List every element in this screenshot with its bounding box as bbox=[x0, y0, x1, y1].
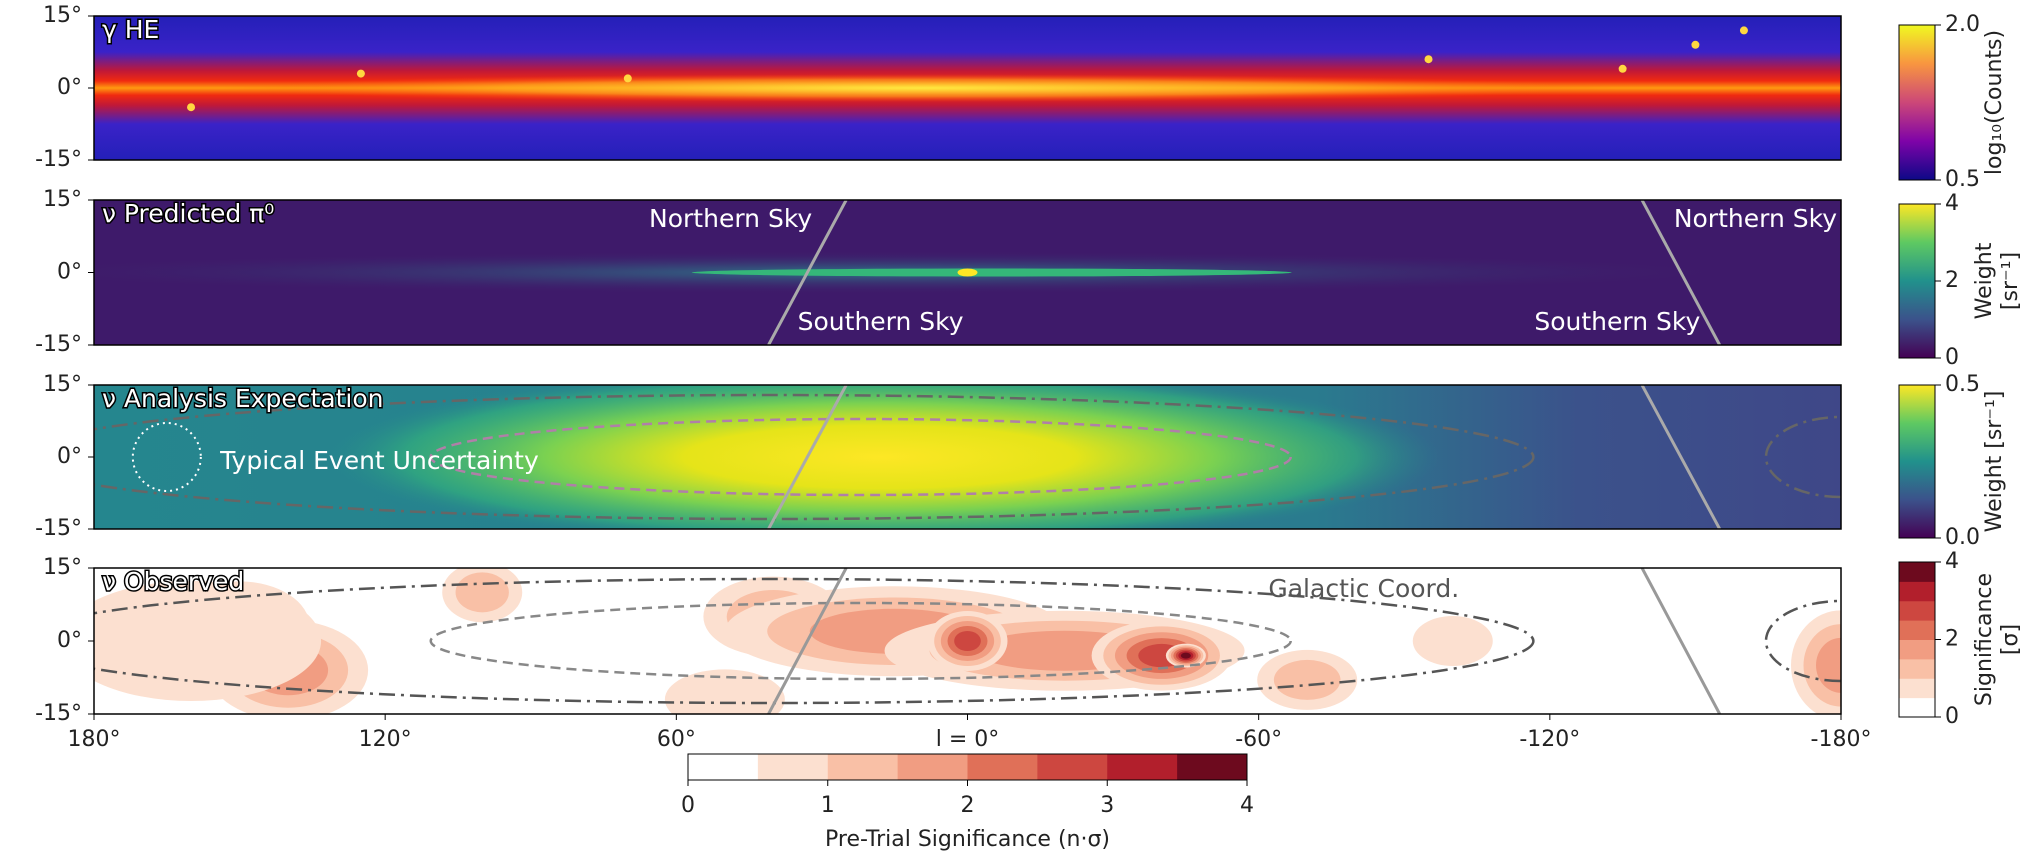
x-tick-label: -60° bbox=[1235, 727, 1282, 752]
point-source bbox=[624, 74, 632, 82]
point-source bbox=[187, 103, 195, 111]
colorbar-tick-label: 4 bbox=[1945, 549, 1959, 574]
y-tick-label: 0° bbox=[57, 260, 82, 285]
significance-blob bbox=[1413, 616, 1493, 666]
panel: ν Predicted π⁰ 15° 0° -15° Northern Sky South… bbox=[0, 187, 2023, 370]
panel-title: ν Analysis Expectation bbox=[102, 384, 383, 413]
x-tick-label: 60° bbox=[657, 727, 696, 752]
panel: ν Analysis Expectation 15° 0° -15° Typical E… bbox=[13, 367, 2007, 550]
x-tick-label: -180° bbox=[1811, 727, 1872, 752]
annotation: Northern Sky bbox=[1674, 204, 1837, 233]
colorbar-step bbox=[688, 754, 758, 780]
colorbar-step bbox=[1107, 754, 1177, 780]
colorbar-tick-label: 2 bbox=[1945, 268, 1959, 293]
y-tick-label: -15° bbox=[35, 701, 82, 726]
colorbar-fill bbox=[1899, 25, 1935, 180]
colorbar-tick-label: 4 bbox=[1240, 793, 1254, 818]
colorbar-label: [sr⁻¹] bbox=[1998, 252, 2023, 310]
panel: ν Observed 15° 0° -15°180° 120° 60° l = 0° -60°… bbox=[13, 549, 2023, 852]
heatmap bbox=[94, 16, 1841, 160]
colorbar-step bbox=[1899, 678, 1935, 698]
colorbar-label: Pre-Trial Significance (n·σ) bbox=[825, 827, 1110, 852]
significance-blob bbox=[954, 631, 981, 651]
y-tick-label: 15° bbox=[43, 3, 82, 28]
colorbar-tick-label: 3 bbox=[1100, 793, 1114, 818]
colorbar-step bbox=[1899, 562, 1935, 582]
colorbar-step bbox=[1899, 620, 1935, 640]
annotation: Galactic Coord. bbox=[1268, 574, 1459, 603]
annotation: Southern Sky bbox=[798, 307, 964, 336]
colorbar-tick-label: 0 bbox=[681, 793, 695, 818]
panel-title: ν Observed bbox=[102, 567, 244, 596]
annotation: Typical Event Uncertainty bbox=[219, 446, 539, 475]
colorbar-tick-label: 0.5 bbox=[1945, 372, 1980, 397]
colorbar-label: Weight [sr⁻¹] bbox=[1982, 391, 2007, 533]
colorbar-step bbox=[1899, 581, 1935, 601]
annotation: Northern Sky bbox=[649, 204, 812, 233]
panel-title: ν Predicted π⁰ bbox=[102, 199, 274, 228]
colorbar-label: log₁₀(Counts) bbox=[1982, 30, 2007, 175]
ridge-peak bbox=[958, 269, 978, 277]
colorbar-tick-label: 1 bbox=[821, 793, 835, 818]
point-source bbox=[1425, 55, 1433, 63]
colorbar-fill bbox=[1899, 204, 1935, 358]
figure: γ HE15°0°-15°2.00.5log₁₀(Counts)ν Predic… bbox=[0, 0, 2039, 856]
colorbar-tick-label: 0 bbox=[1945, 345, 1959, 370]
y-tick-label: 0° bbox=[57, 628, 82, 653]
colorbar-tick-label: 2 bbox=[961, 793, 975, 818]
colorbar-step bbox=[1177, 754, 1247, 780]
colorbar-step bbox=[758, 754, 828, 780]
colorbar-tick-label: 2.0 bbox=[1945, 12, 1980, 37]
colorbar-fill bbox=[1899, 385, 1935, 538]
plane-ridge bbox=[692, 269, 1292, 277]
colorbar-tick-label: 0.5 bbox=[1945, 167, 1980, 192]
x-tick-label: -120° bbox=[1519, 727, 1580, 752]
y-tick-label: 0° bbox=[57, 444, 82, 469]
colorbar-step bbox=[1899, 601, 1935, 621]
y-tick-label: 0° bbox=[57, 75, 82, 100]
heatmap bbox=[13, 562, 1916, 729]
point-source bbox=[357, 70, 365, 78]
significance-blob bbox=[456, 572, 509, 612]
colorbar-label: Significance bbox=[1972, 573, 1997, 706]
point-source bbox=[1619, 65, 1627, 73]
colorbar-step bbox=[1899, 698, 1935, 718]
galactic-core bbox=[219, 74, 1619, 102]
panel-title: γ HE bbox=[102, 15, 159, 44]
y-tick-label: -15° bbox=[35, 516, 82, 541]
significance-blob bbox=[1181, 653, 1191, 659]
y-tick-label: 15° bbox=[43, 555, 82, 580]
point-source bbox=[1691, 41, 1699, 49]
y-tick-label: 15° bbox=[43, 187, 82, 212]
colorbar-label: Weight bbox=[1972, 242, 1997, 319]
colorbar-step bbox=[1899, 659, 1935, 679]
colorbar-tick-label: 2 bbox=[1945, 627, 1959, 652]
colorbar-step bbox=[1037, 754, 1107, 780]
colorbar-tick-label: 0 bbox=[1945, 704, 1959, 729]
colorbar-step bbox=[898, 754, 968, 780]
colorbar-tick-label: 4 bbox=[1945, 191, 1959, 216]
y-tick-label: -15° bbox=[35, 332, 82, 357]
point-source bbox=[1740, 26, 1748, 34]
x-tick-label: l = 0° bbox=[936, 727, 1000, 752]
x-tick-label: 180° bbox=[68, 727, 121, 752]
x-tick-label: 120° bbox=[359, 727, 412, 752]
significance-blob bbox=[1274, 660, 1341, 700]
colorbar-label: [σ] bbox=[1998, 624, 2023, 655]
colorbar-tick-label: 0.0 bbox=[1945, 525, 1980, 550]
y-tick-label: -15° bbox=[35, 147, 82, 172]
colorbar-step bbox=[968, 754, 1038, 780]
colorbar-step bbox=[1899, 640, 1935, 660]
y-tick-label: 15° bbox=[43, 372, 82, 397]
colorbar-step bbox=[828, 754, 898, 780]
annotation: Southern Sky bbox=[1534, 307, 1700, 336]
